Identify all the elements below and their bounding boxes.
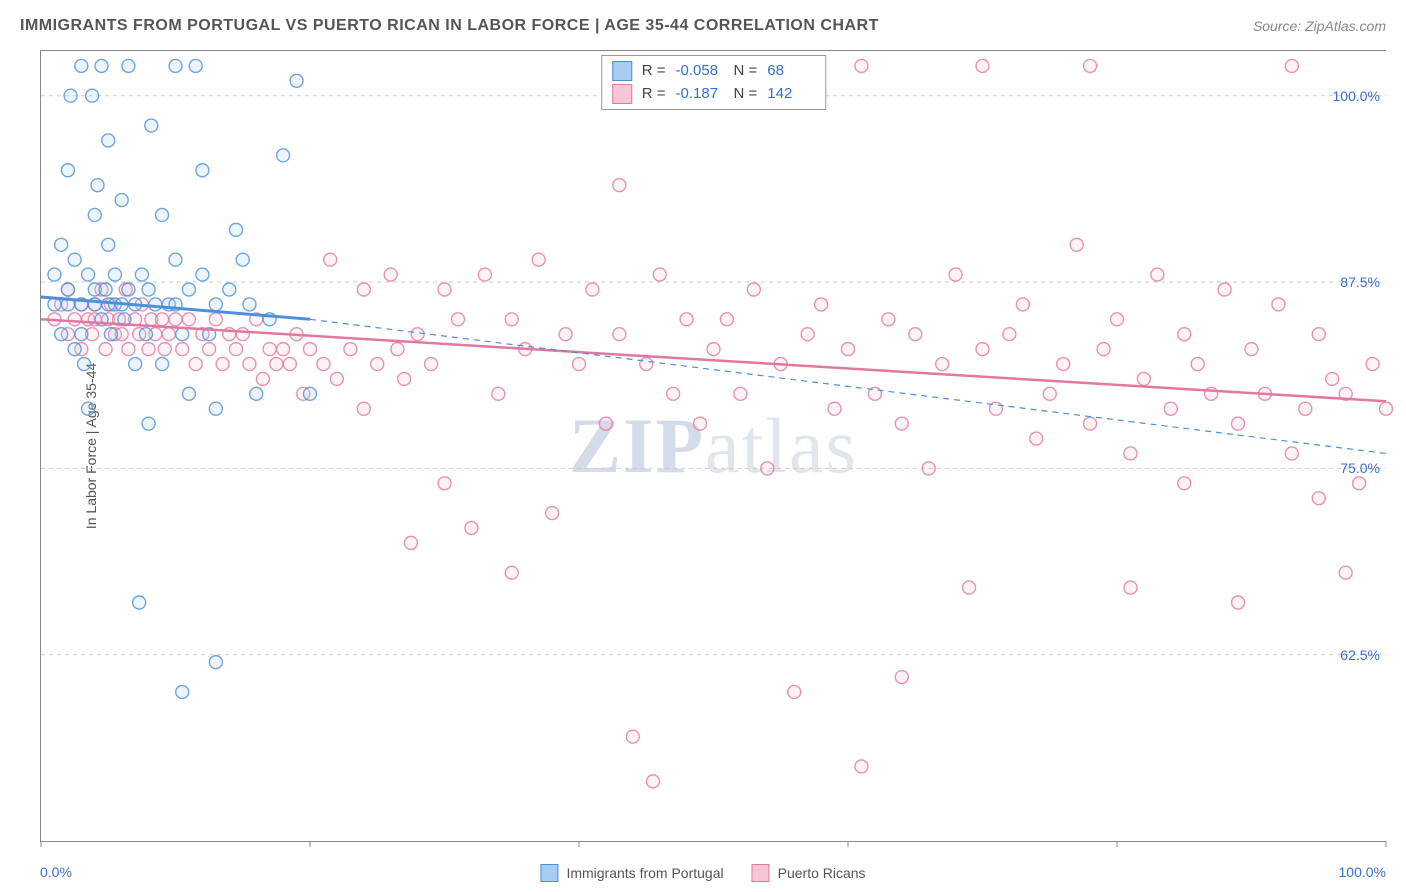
legend-label-portugal: Immigrants from Portugal	[566, 865, 723, 881]
n-value-puertorican: 142	[767, 83, 815, 106]
y-tick-label: 62.5%	[1340, 647, 1380, 663]
n-label: N =	[734, 60, 758, 83]
x-tick-min: 0.0%	[40, 864, 72, 880]
chart-header: IMMIGRANTS FROM PORTUGAL VS PUERTO RICAN…	[0, 0, 1406, 48]
swatch-portugal-bottom	[540, 864, 558, 882]
legend-item-puertorican: Puerto Ricans	[752, 864, 866, 882]
r-label: R =	[642, 83, 666, 106]
series-legend: Immigrants from Portugal Puerto Ricans	[540, 864, 865, 882]
scatter-plot-svg	[41, 51, 1386, 841]
n-label: N =	[734, 83, 758, 106]
legend-row-puertorican: R = -0.187 N = 142	[612, 83, 816, 106]
r-label: R =	[642, 60, 666, 83]
n-value-portugal: 68	[767, 60, 815, 83]
swatch-puertorican	[612, 84, 632, 104]
swatch-puertorican-bottom	[752, 864, 770, 882]
swatch-portugal	[612, 61, 632, 81]
chart-plot-area: ZIPatlas R = -0.058 N = 68 R = -0.187 N …	[40, 50, 1386, 842]
source-attribution: Source: ZipAtlas.com	[1253, 18, 1386, 34]
legend-row-portugal: R = -0.058 N = 68	[612, 60, 816, 83]
y-tick-label: 87.5%	[1340, 274, 1380, 290]
chart-title: IMMIGRANTS FROM PORTUGAL VS PUERTO RICAN…	[20, 17, 879, 35]
y-tick-label: 100.0%	[1333, 88, 1380, 104]
x-tick-max: 100.0%	[1339, 864, 1386, 880]
legend-label-puertorican: Puerto Ricans	[778, 865, 866, 881]
r-value-portugal: -0.058	[676, 60, 724, 83]
correlation-legend: R = -0.058 N = 68 R = -0.187 N = 142	[601, 55, 827, 110]
y-tick-label: 75.0%	[1340, 460, 1380, 476]
legend-item-portugal: Immigrants from Portugal	[540, 864, 723, 882]
r-value-puertorican: -0.187	[676, 83, 724, 106]
